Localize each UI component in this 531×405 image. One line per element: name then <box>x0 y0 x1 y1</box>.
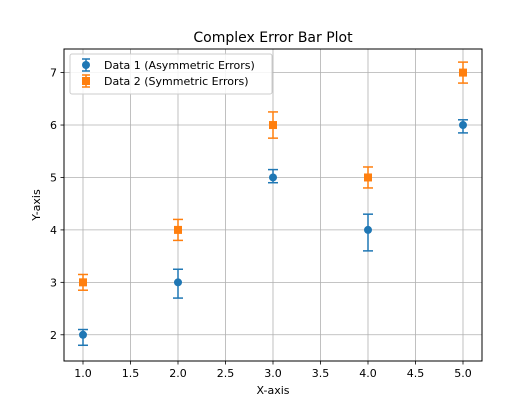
data-point <box>269 173 277 182</box>
x-tick-label: 4.0 <box>359 367 377 380</box>
y-axis-label: Y-axis <box>30 189 43 222</box>
x-tick-label: 5.0 <box>454 367 472 380</box>
legend: Data 1 (Asymmetric Errors) Data 2 (Symmet… <box>69 53 273 95</box>
x-tick-label: 2.0 <box>169 367 187 380</box>
legend-label: Data 2 (Symmetric Errors) <box>104 75 249 88</box>
legend-marker <box>82 77 90 85</box>
data-point <box>364 225 372 234</box>
legend-label: Data 1 (Asymmetric Errors) <box>104 59 255 72</box>
x-tick-label: 2.5 <box>217 367 235 380</box>
data-point <box>459 121 467 130</box>
legend-item: Data 1 (Asymmetric Errors) <box>82 58 255 72</box>
x-tick-label: 3.0 <box>264 367 282 380</box>
y-tick-label: 7 <box>50 67 57 80</box>
y-tick-label: 5 <box>50 171 57 184</box>
data-point <box>174 278 182 287</box>
data-point <box>174 225 182 234</box>
x-tick-label: 1.5 <box>122 367 140 380</box>
x-tick-label: 4.5 <box>407 367 425 380</box>
ticks: 1.0 1.5 2.0 2.5 3.0 3.5 4.0 4.5 5.0 2 3 4 5 6 7 <box>50 67 472 380</box>
data-point <box>79 330 87 339</box>
data-point <box>269 121 277 130</box>
x-tick-label: 3.5 <box>312 367 330 380</box>
y-tick-label: 6 <box>50 119 57 132</box>
legend-marker <box>82 61 90 69</box>
legend-item: Data 2 (Symmetric Errors) <box>82 74 249 88</box>
series-layer <box>78 61 468 347</box>
legend-box <box>69 53 273 95</box>
data-point <box>364 173 372 182</box>
x-axis-label: X-axis <box>257 384 290 397</box>
x-tick-label: 1.0 <box>74 367 92 380</box>
data-point <box>459 68 467 77</box>
y-tick-label: 4 <box>50 224 57 237</box>
series-1 <box>78 119 468 347</box>
chart-title: Complex Error Bar Plot <box>193 30 353 46</box>
data-point <box>79 278 87 287</box>
y-tick-label: 3 <box>50 276 57 289</box>
series-2 <box>78 61 468 291</box>
y-tick-label: 2 <box>50 329 57 342</box>
